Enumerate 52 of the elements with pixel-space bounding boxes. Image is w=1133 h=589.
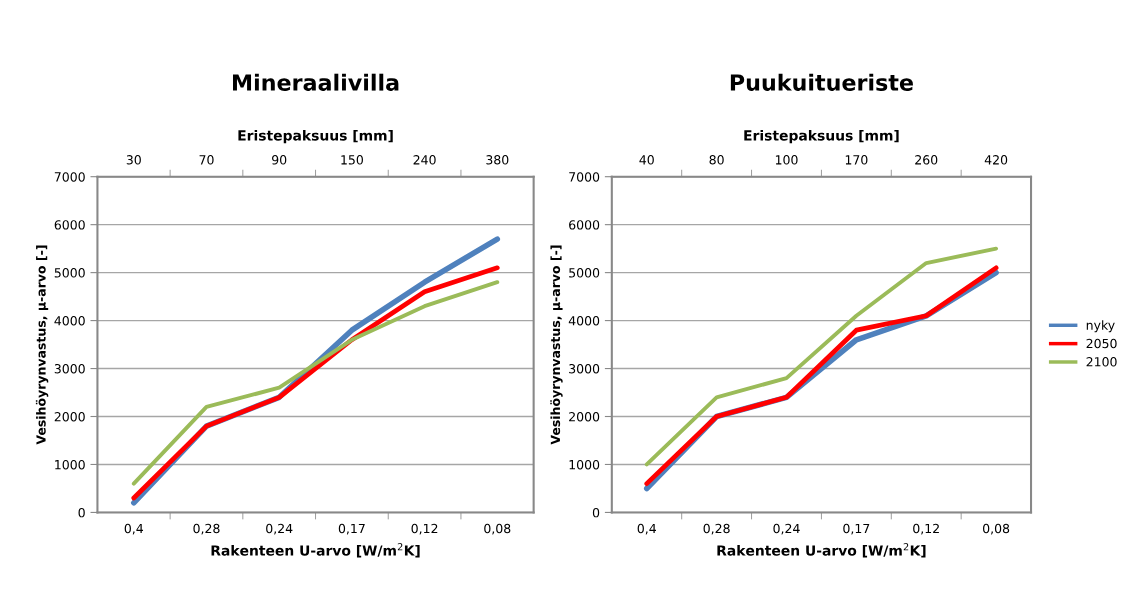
chart-title: Mineraalivilla xyxy=(233,73,399,91)
y-tick-label: 2000 xyxy=(54,411,85,422)
x-tick-label: 0,24 xyxy=(266,523,293,535)
y-axis-title: Vesihöyrynvastus, µ-arvo [-] xyxy=(35,245,49,445)
text: 150 xyxy=(341,155,363,165)
x-tick-label: 0,12 xyxy=(913,523,939,535)
x-axis-title: Rakenteen U-arvo [W/m$^{2}$K] xyxy=(717,543,926,558)
legend-label: nyky xyxy=(1086,320,1115,333)
y-axis-title: Vesihöyrynvastus, µ-arvo [-] xyxy=(550,245,563,445)
legend-label: 2050 xyxy=(1086,338,1117,349)
text: 40 xyxy=(639,155,654,165)
text: 80 xyxy=(709,155,724,165)
x2-axis-title: Eristepaksuus [mm] xyxy=(744,129,899,144)
x-tick-label: 0,12 xyxy=(411,523,438,535)
text: 260 xyxy=(915,155,938,165)
x-tick-label: 0,4 xyxy=(637,523,656,535)
y-tick-label: 5000 xyxy=(54,268,85,278)
x-tick-label: 0,4 xyxy=(124,523,144,535)
x-tick-label: 0,24 xyxy=(773,523,800,535)
text: 90 xyxy=(272,155,287,165)
legend-label: 2100 xyxy=(1086,357,1117,367)
x-tick-label: 0,08 xyxy=(983,523,1010,535)
x-tick-label: 0,28 xyxy=(703,523,730,535)
text: 70 xyxy=(199,155,214,165)
y-tick-label: 3000 xyxy=(54,364,85,374)
y-tick-label: 7000 xyxy=(54,172,85,182)
line-series xyxy=(644,246,999,467)
y-tick-label: 1000 xyxy=(569,459,600,470)
y-tick-label: 6000 xyxy=(54,220,85,230)
text: 170 xyxy=(845,155,868,165)
x-tick-label: 0,17 xyxy=(338,523,365,535)
y-tick-label: 6000 xyxy=(569,220,600,230)
text: 380 xyxy=(486,155,509,165)
x-tick-label: 0,08 xyxy=(484,523,511,535)
text: 420 xyxy=(984,155,1008,165)
x2-axis-title: Eristepaksuus [mm] xyxy=(238,129,393,144)
y-tick-label: 1000 xyxy=(55,459,85,470)
y-tick-label: 0 xyxy=(78,507,85,518)
y-tick-label: 0 xyxy=(592,507,600,518)
y-tick-label: 5000 xyxy=(569,268,600,278)
x-axis-title: Rakenteen U-arvo [W/m$^{2}$K] xyxy=(211,543,420,558)
y-tick-label: 4000 xyxy=(568,316,600,326)
chart-title: Puukuitueriste xyxy=(730,73,913,91)
text: 240 xyxy=(413,155,436,165)
y-tick-label: 2000 xyxy=(569,411,600,422)
text: 100 xyxy=(775,155,798,165)
y-tick-label: 3000 xyxy=(569,364,600,374)
x-tick-label: 0,28 xyxy=(193,523,220,535)
y-tick-label: 7000 xyxy=(569,172,600,182)
x-tick-label: 0,17 xyxy=(843,523,870,535)
y-tick-label: 4000 xyxy=(54,316,85,326)
text: 30 xyxy=(126,155,141,165)
